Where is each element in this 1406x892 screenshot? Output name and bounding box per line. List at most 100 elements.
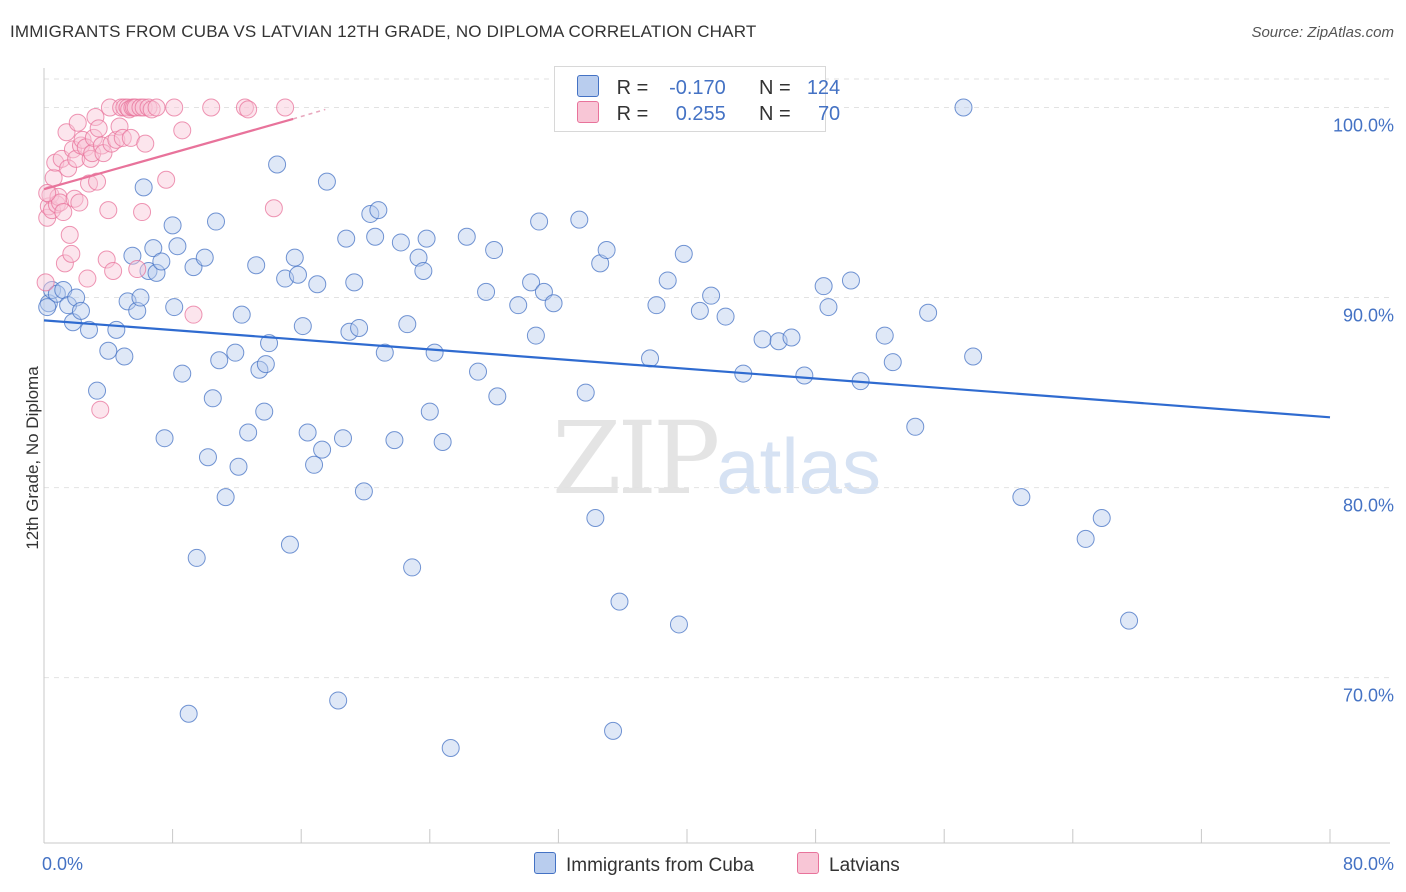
cuba-point (285, 248, 304, 267)
cuba-point (641, 349, 660, 368)
latvians-point (60, 225, 79, 244)
cuba-point (67, 288, 86, 307)
cuba-point (1092, 509, 1111, 528)
legend-r-value-latvians: 0.255 (675, 103, 726, 125)
cuba-point (425, 343, 444, 362)
cuba-point (1120, 611, 1139, 630)
legend-row-cuba: R = -0.170 N = 124 (577, 75, 840, 101)
cuba-point (391, 233, 410, 252)
cuba-point (570, 210, 589, 229)
latvians-point (70, 193, 89, 212)
cuba-point (702, 286, 721, 305)
latvians-trend-extension (292, 108, 326, 120)
latvians-point (55, 254, 74, 273)
latvians-point (107, 130, 126, 149)
chart-title: IMMIGRANTS FROM CUBA VS LATVIAN 12TH GRA… (10, 22, 757, 41)
legend-n-value-cuba: 124 (806, 77, 841, 99)
cuba-point (268, 155, 287, 174)
latvians-point (110, 117, 129, 136)
cuba-point (317, 172, 336, 191)
cuba-swatch (577, 75, 599, 97)
cuba-point (469, 362, 488, 381)
latvians-point (97, 250, 116, 269)
cuba-point (530, 212, 549, 231)
cuba-point (753, 330, 772, 349)
cuba-point (420, 402, 439, 421)
cuba-point (610, 592, 629, 611)
cuba-point (144, 239, 163, 258)
cuba-point (814, 277, 833, 296)
cuba-point (38, 298, 57, 317)
watermark-zip: ZIP (552, 400, 720, 517)
cuba-point (658, 271, 677, 290)
cuba-point (179, 704, 198, 723)
legend-n-label: N = (758, 103, 791, 125)
cuba-point (433, 432, 452, 451)
legend-n-label: N = (758, 77, 791, 99)
cuba-point (647, 296, 666, 315)
cuba-point (716, 307, 735, 326)
cuba-point (305, 455, 324, 474)
cuba-point (163, 216, 182, 235)
latvians-point (86, 108, 105, 127)
cuba-point (107, 320, 126, 339)
latvians-point (165, 98, 184, 117)
cuba-point (544, 294, 563, 313)
cuba-point (165, 298, 184, 317)
x-tick-label-max: 80.0% (1343, 854, 1394, 874)
latvians-point (276, 98, 295, 117)
cuba-point (509, 296, 528, 315)
x-tick-labels: 0.0% 80.0% (42, 854, 1394, 874)
cuba-point (313, 440, 332, 459)
cuba-point (255, 402, 274, 421)
latvians-point (99, 201, 118, 220)
latvians-point (68, 113, 87, 132)
cuba-point (819, 298, 838, 317)
cuba-point (337, 229, 356, 248)
cuba-point (155, 429, 174, 448)
bottom-legend-latvians: Latvians (797, 852, 900, 877)
grid-lines (44, 78, 1390, 679)
cuba-point (883, 353, 902, 372)
correlation-legend: R = -0.170 N = 124 R = 0.255 N = 70 (554, 66, 840, 132)
latvians-point (235, 98, 254, 117)
cuba-point (597, 241, 616, 260)
latvians-point (78, 269, 97, 288)
cuba-point (128, 301, 147, 320)
axes (43, 68, 1390, 844)
bottom-legend-latvians-label: Latvians (829, 855, 900, 876)
cuba-point (366, 227, 385, 246)
cuba-point (441, 738, 460, 757)
bottom-latvians-swatch (797, 852, 819, 874)
cuba-point (207, 212, 226, 231)
legend-r-value-cuba: -0.170 (669, 77, 726, 99)
latvians-point (89, 119, 108, 138)
cuba-point (216, 488, 235, 507)
cuba-point (115, 347, 134, 366)
cuba-point (485, 241, 504, 260)
cuba-point (919, 303, 938, 322)
cuba-point (522, 273, 541, 292)
cuba-point (795, 366, 814, 385)
cuba-point (131, 288, 150, 307)
cuba-point (232, 305, 251, 324)
cuba-point (280, 535, 299, 554)
cuba-point (134, 178, 153, 197)
cuba-point (841, 271, 860, 290)
latvians-swatch (577, 101, 599, 123)
cuba-point (239, 423, 258, 442)
latvians-point (91, 400, 110, 419)
latvians-point (147, 98, 166, 117)
x-tick-label-min: 0.0% (42, 854, 83, 874)
cuba-point (414, 261, 433, 280)
cuba-point (147, 263, 166, 282)
cuba-point (71, 301, 90, 320)
cuba-point (674, 244, 693, 263)
latvians-point (173, 121, 192, 140)
cuba-point (604, 721, 623, 740)
cuba-point (229, 457, 248, 476)
legend-r-label: R = (616, 77, 649, 99)
latvians-point (184, 305, 203, 324)
cuba-point (1012, 488, 1031, 507)
